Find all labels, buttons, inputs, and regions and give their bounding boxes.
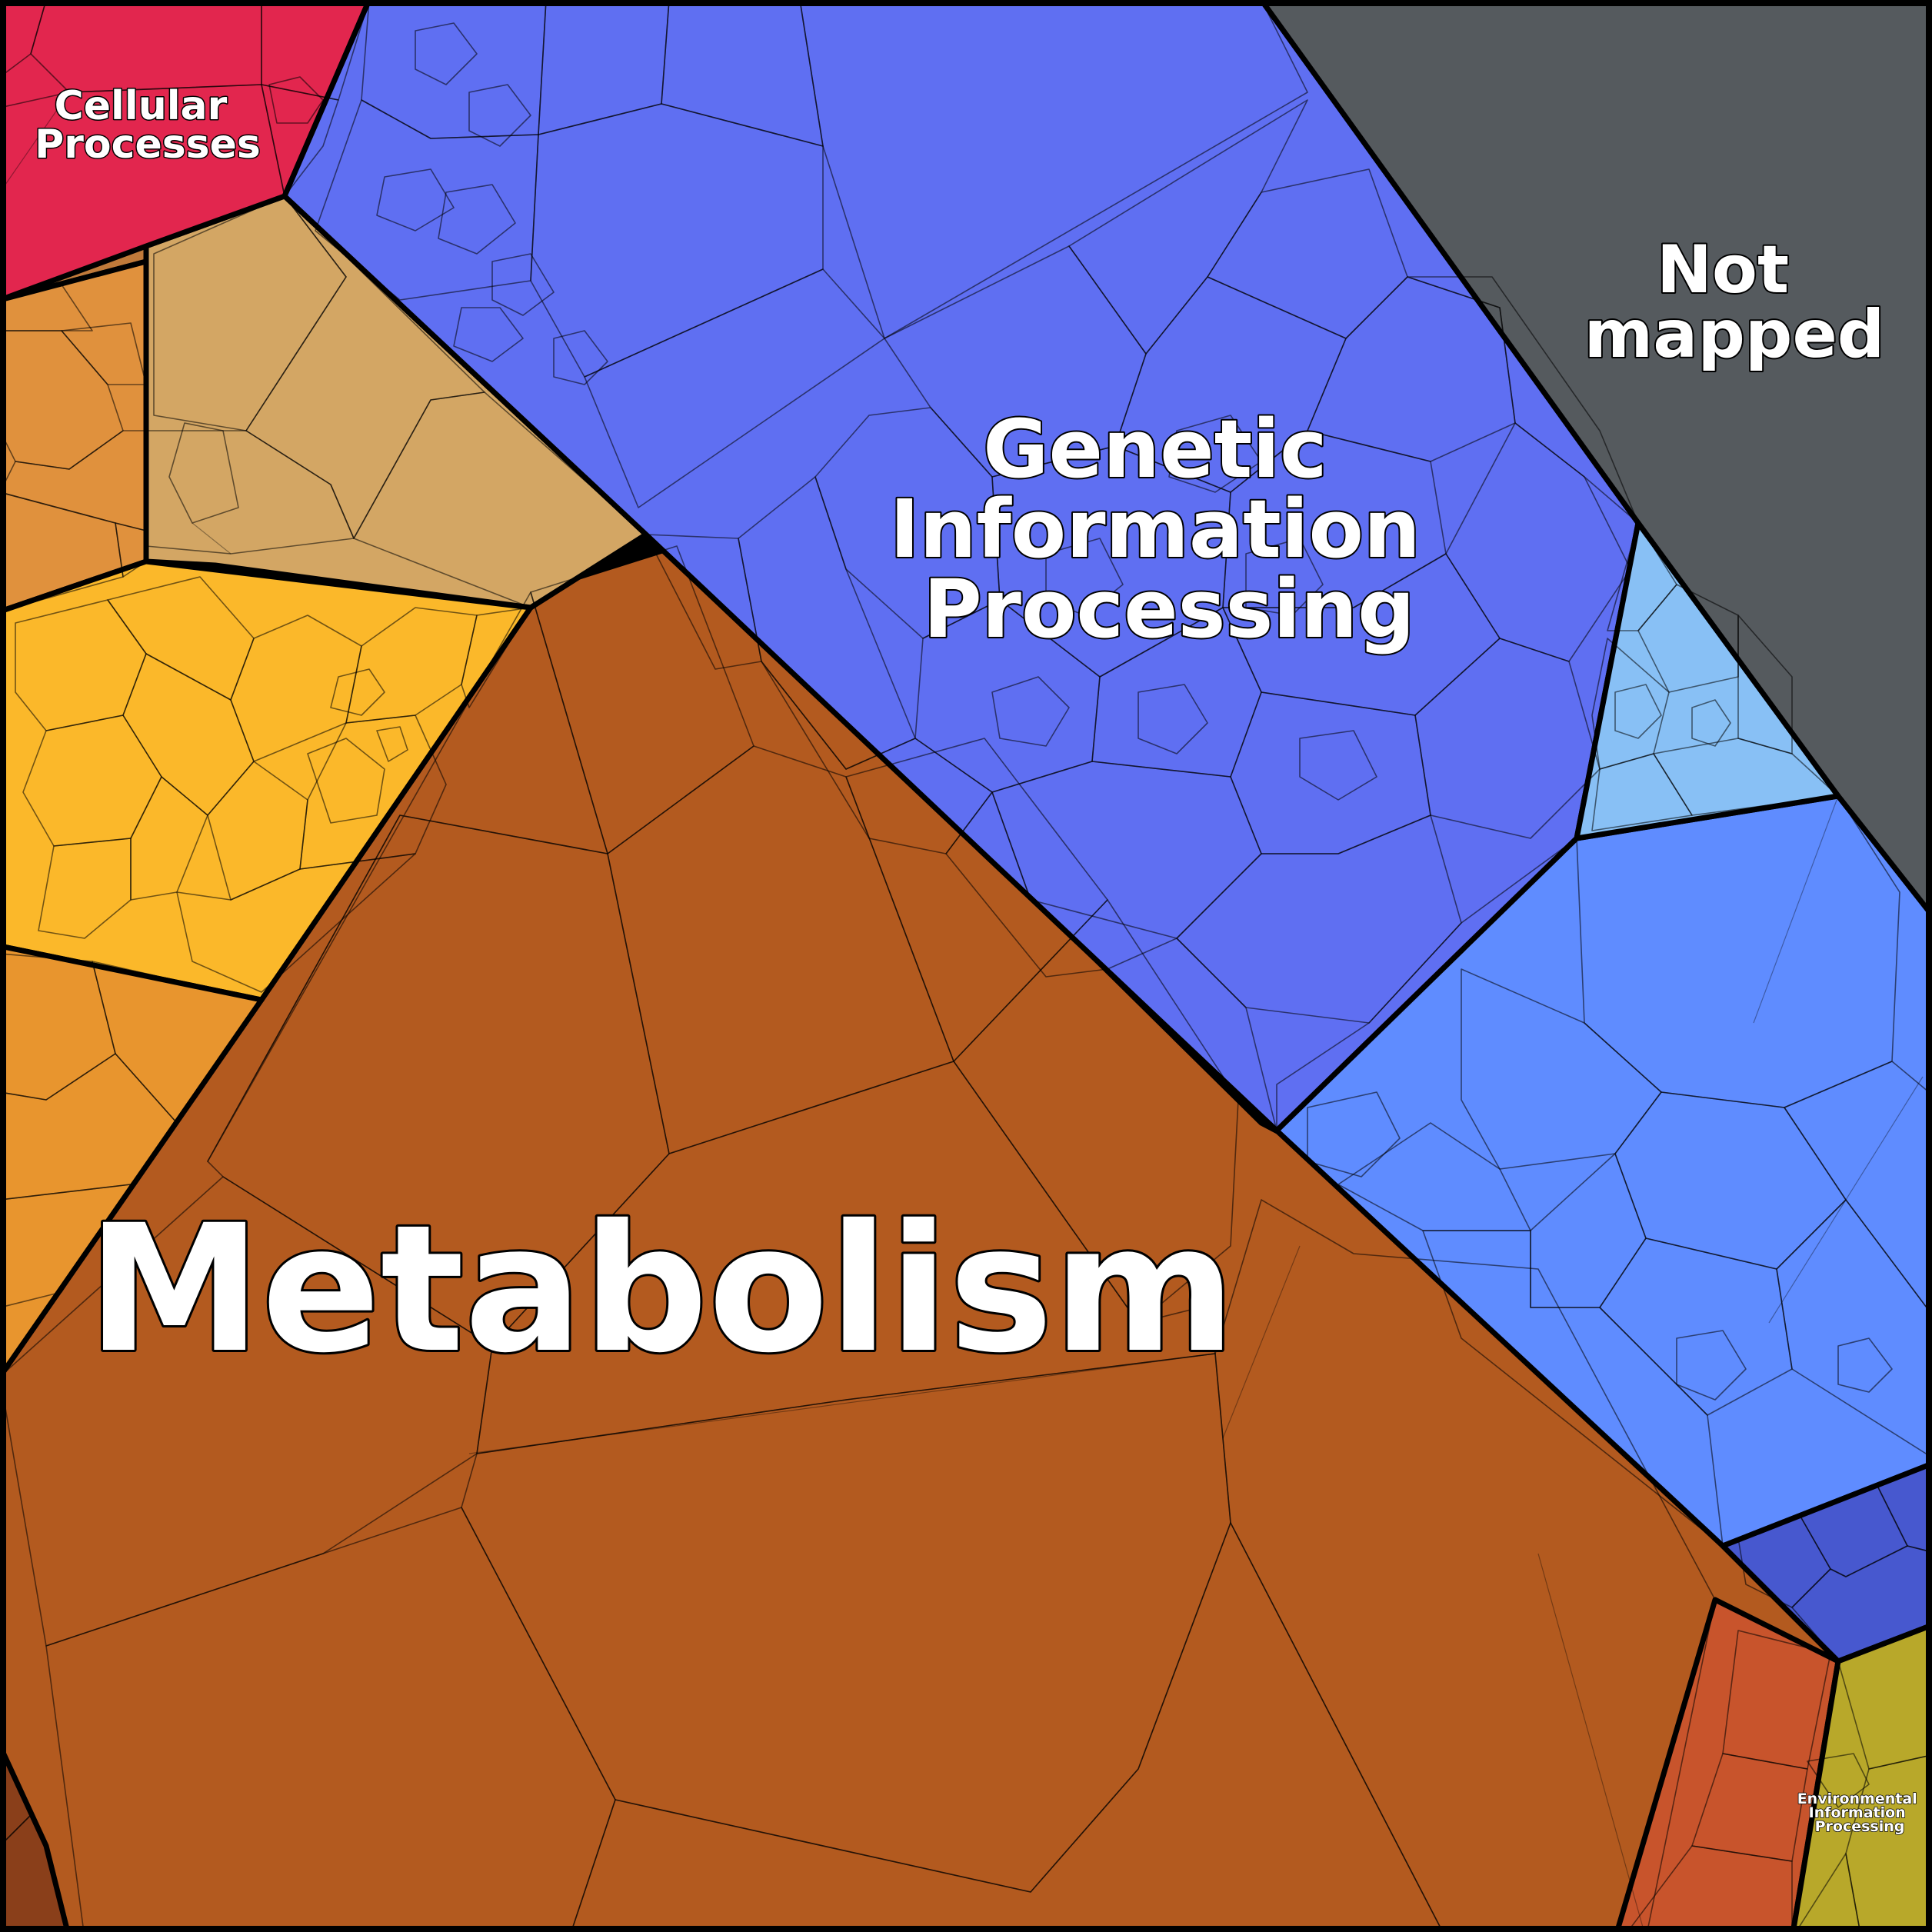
metabolism-label: Metabolism (87, 1187, 1236, 1391)
genetic-indigo-region (1720, 1463, 1926, 1664)
metabolism-red-orange-region (1616, 1597, 1841, 1926)
genetic-cells (315, 6, 1639, 1131)
light-blue-cells (1307, 795, 1926, 1547)
tan-cells (145, 195, 647, 608)
genetic-information-processing-label: Genetic Information Processing (890, 402, 1448, 656)
cellular-processes-label: Cellular Processes (35, 83, 261, 168)
orange-lower-cells (6, 953, 262, 1307)
environmental-information-processing-label: Environmental Information Processing (1797, 1790, 1923, 1835)
metabolism-cells (6, 545, 1716, 1926)
yellow-cells (15, 576, 531, 993)
brown-bottom-cells (6, 1758, 67, 1926)
metabolism-orange-left-region (6, 258, 149, 612)
red-orange-cells (1631, 1630, 1831, 1926)
not-mapped-label: Not mapped (1584, 232, 1885, 373)
not-mapped-region (1262, 6, 1926, 912)
sky-blue-cells (1591, 522, 1839, 831)
environmental-cells (1799, 1627, 1926, 1926)
orange-left-cells (6, 284, 147, 611)
cellular-cells (6, 6, 368, 298)
metabolism-orange-lower-region (6, 944, 265, 1373)
metabolism-brown-bottom-region (6, 1752, 69, 1926)
